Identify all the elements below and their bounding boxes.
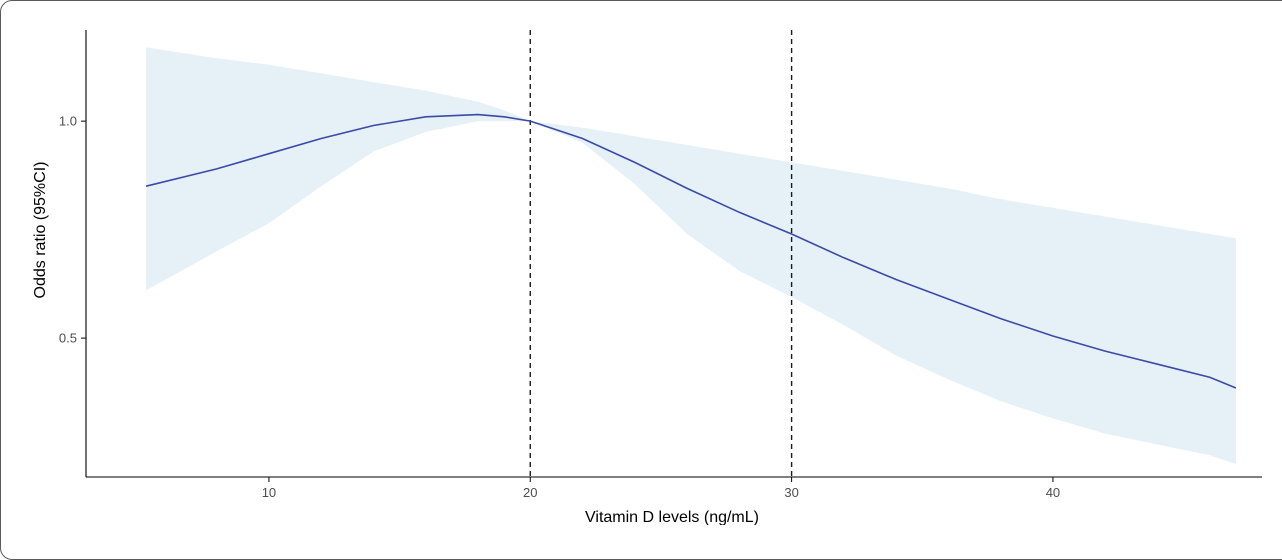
y-axis-title: Odds ratio (95%CI): [32, 162, 49, 299]
x-tick-label-40: 40: [1046, 485, 1060, 500]
odds-ratio-chart: 10 20 30 400.51.0 Vitamin D levels (ng/mL) …: [32, 30, 1262, 525]
x-axis-title: Vitamin D levels (ng/mL): [585, 509, 759, 525]
x-tick-label-10: 10: [262, 485, 276, 500]
y-tick-label-0.5: 0.5: [59, 331, 77, 346]
y-tick-label-1: 1.0: [59, 114, 77, 129]
x-tick-label-30: 30: [784, 485, 798, 500]
confidence-band-layer: [146, 47, 1236, 465]
ticks-layer: 10 20 30 40 0.5 1.0: [59, 114, 1060, 500]
axes-layer: [85, 30, 1262, 478]
confidence-interval-band: [146, 47, 1236, 465]
reference-lines-layer: [529, 30, 793, 477]
x-tick-label-20: 20: [523, 485, 537, 500]
odds-ratio-line-layer: [145, 113, 1237, 389]
odds-ratio-line: [145, 113, 1237, 389]
